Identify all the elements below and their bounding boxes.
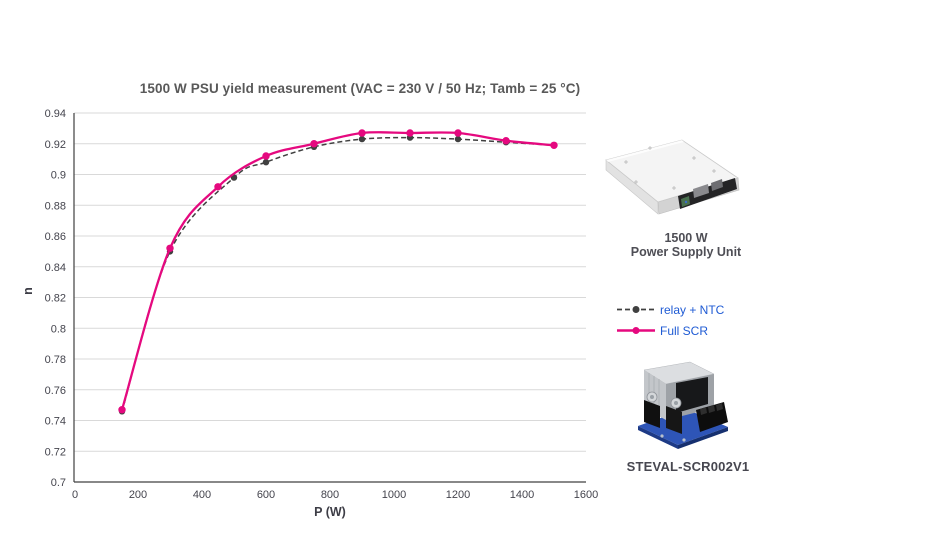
svg-text:800: 800 bbox=[321, 489, 339, 501]
svg-text:0.92: 0.92 bbox=[45, 139, 66, 151]
steval-caption: STEVAL-SCR002V1 bbox=[626, 459, 750, 474]
svg-text:0.8: 0.8 bbox=[51, 323, 66, 335]
legend-label-relay-ntc: relay + NTC bbox=[660, 302, 725, 317]
y-axis-title: n bbox=[21, 287, 35, 295]
svg-text:0.72: 0.72 bbox=[45, 446, 66, 458]
svg-text:1400: 1400 bbox=[510, 489, 534, 501]
psu-caption-line2: Power Supply Unit bbox=[630, 245, 742, 259]
svg-text:0.94: 0.94 bbox=[45, 108, 66, 120]
psu-caption: 1500 W Power Supply Unit bbox=[598, 231, 774, 259]
chart-title: 1500 W PSU yield measurement (VAC = 230 … bbox=[139, 81, 581, 96]
psu-photo bbox=[605, 139, 740, 215]
svg-text:0.9: 0.9 bbox=[51, 170, 66, 182]
legend-label-full-scr: Full SCR bbox=[660, 323, 709, 338]
svg-text:1200: 1200 bbox=[446, 489, 470, 501]
svg-text:0.84: 0.84 bbox=[45, 262, 66, 274]
x-axis-title: P (W) bbox=[314, 505, 346, 519]
relay-ntc-line-sample bbox=[617, 306, 655, 313]
svg-text:0.88: 0.88 bbox=[45, 200, 66, 212]
svg-text:0.74: 0.74 bbox=[45, 416, 66, 428]
chart-legend: relay + NTC Full SCR bbox=[616, 299, 724, 341]
svg-text:200: 200 bbox=[129, 489, 147, 501]
svg-text:1000: 1000 bbox=[382, 489, 406, 501]
svg-text:600: 600 bbox=[257, 489, 275, 501]
svg-text:0.86: 0.86 bbox=[45, 231, 66, 243]
svg-text:0.82: 0.82 bbox=[45, 293, 66, 305]
svg-text:1600: 1600 bbox=[574, 489, 598, 501]
svg-text:400: 400 bbox=[193, 489, 211, 501]
svg-text:0.7: 0.7 bbox=[51, 477, 66, 489]
steval-board-photo bbox=[638, 361, 728, 449]
psu-caption-line1: 1500 W bbox=[664, 231, 708, 245]
svg-text:0: 0 bbox=[72, 489, 78, 501]
legend-item-full-scr: Full SCR bbox=[616, 320, 724, 341]
full-scr-line-sample bbox=[617, 327, 655, 334]
plot-area: 0.94 0.92 0.9 0.88 0.86 0.84 0.82 0.8 0.78 0.76 0.… bbox=[45, 108, 599, 501]
legend-item-relay-ntc: relay + NTC bbox=[616, 299, 724, 320]
svg-text:0.76: 0.76 bbox=[45, 385, 66, 397]
svg-text:0.78: 0.78 bbox=[45, 354, 66, 366]
